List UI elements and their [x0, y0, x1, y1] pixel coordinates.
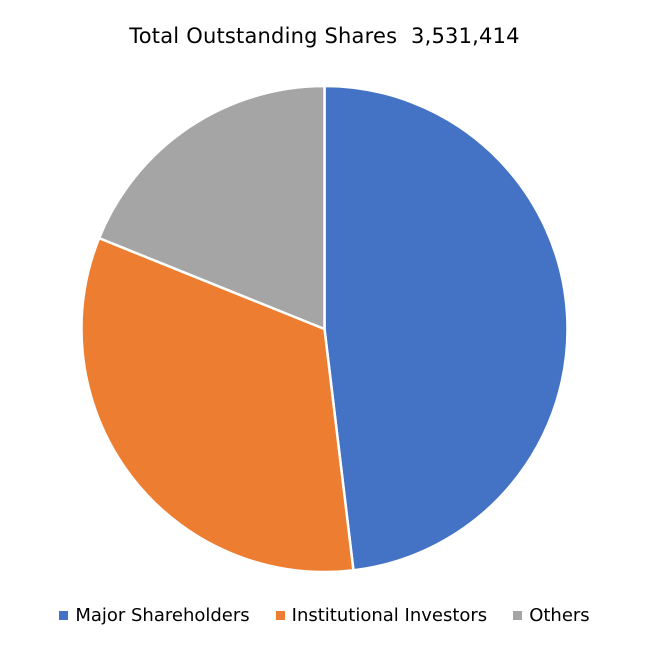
legend: Major Shareholders Institutional Investo… — [0, 605, 649, 626]
legend-label-institutional-investors: Institutional Investors — [291, 605, 488, 626]
pie-slice-major-shareholders — [323, 84, 569, 572]
legend-swatch-institutional-investors — [275, 611, 285, 620]
pie-slice-institutional-investors — [80, 236, 355, 574]
legend-label-major-shareholders: Major Shareholders — [75, 605, 250, 626]
chart-title: Total Outstanding Shares 3,531,414 — [129, 24, 520, 48]
pie-slice-others — [97, 84, 326, 331]
legend-item-others: Others — [513, 605, 590, 626]
legend-label-others: Others — [529, 605, 590, 626]
legend-item-institutional-investors: Institutional Investors — [275, 605, 488, 626]
legend-swatch-others — [513, 611, 523, 620]
legend-swatch-major-shareholders — [59, 611, 69, 620]
legend-item-major-shareholders: Major Shareholders — [59, 605, 250, 626]
